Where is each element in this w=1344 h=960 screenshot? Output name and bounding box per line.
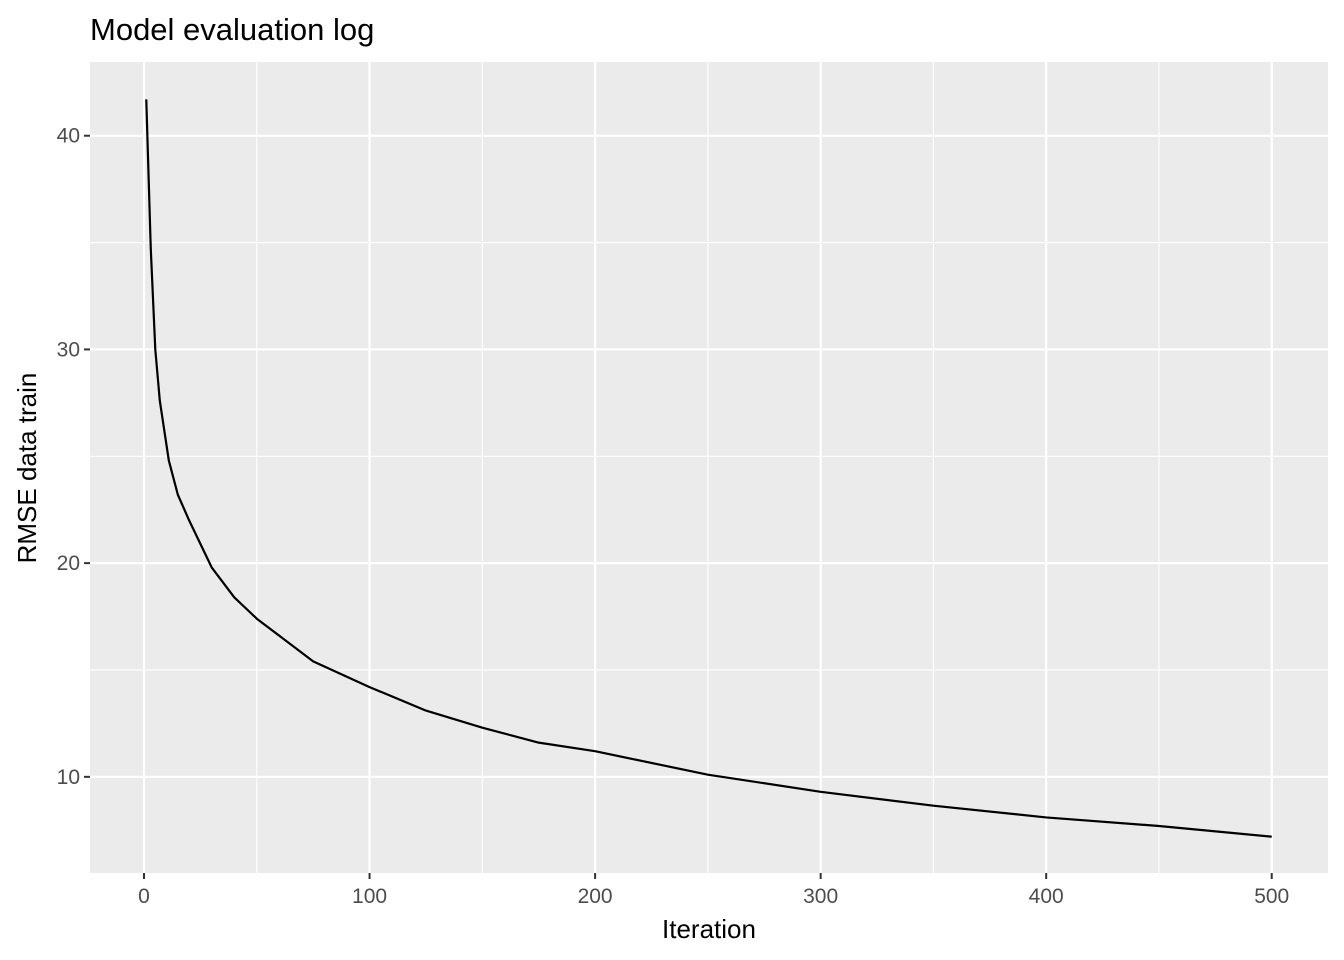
x-tick-label: 0: [138, 885, 150, 908]
chart-title: Model evaluation log: [90, 12, 374, 47]
marks: [145, 99, 1272, 838]
axes: 0 100 200 300 400 500 10 20 30 40: [57, 125, 1290, 908]
x-axis-title: Iteration: [662, 914, 756, 944]
x-tick-label: 200: [578, 885, 613, 908]
y-tick-label: 40: [57, 125, 80, 148]
x-tick-label: 500: [1254, 885, 1289, 908]
x-tick-label: 100: [352, 885, 387, 908]
x-tick-label: 400: [1029, 885, 1064, 908]
y-tick-label: 30: [57, 338, 80, 361]
x-tick-label: 300: [803, 885, 838, 908]
y-tick-label: 20: [57, 552, 80, 575]
y-tick-label: 10: [57, 766, 80, 789]
y-axis-title: RMSE data train: [12, 373, 42, 564]
series-line: [145, 99, 1272, 838]
plot-panel: [90, 62, 1328, 873]
grid: [90, 62, 1328, 873]
